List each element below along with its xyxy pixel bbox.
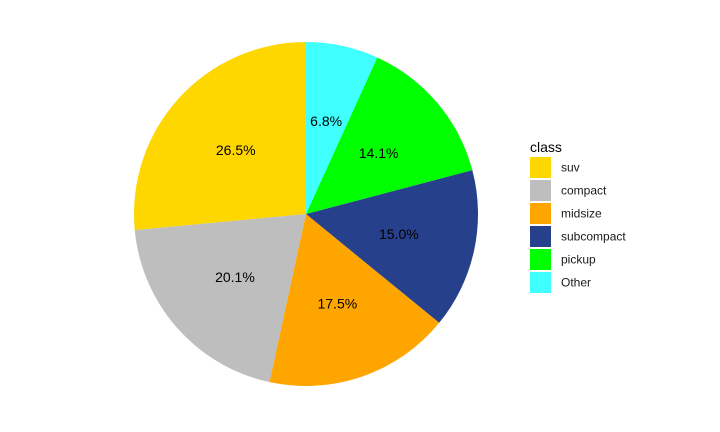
pie-slice-midsize (269, 214, 440, 386)
legend-key-subcompact (530, 226, 551, 247)
legend-items: suv compact midsize subcompact pickup Other (530, 157, 626, 293)
legend-key-compact (530, 180, 551, 201)
pie-slice-suv (134, 42, 306, 231)
legend-title: class (530, 139, 562, 155)
legend-key-other (530, 272, 551, 293)
pie-slice-pickup (306, 57, 473, 214)
pie-slice-labels: 26.5% 20.1% 17.5% 15.0% 14.1% 6.8% (215, 113, 419, 312)
pie-slice-other (306, 42, 378, 214)
legend-label-pickup: pickup (561, 253, 596, 267)
legend-key-suv (530, 157, 551, 178)
legend-key-pickup (530, 249, 551, 270)
pie-slice-compact (134, 214, 306, 383)
legend-label-suv: suv (561, 161, 580, 175)
slice-label-suv: 26.5% (216, 142, 256, 158)
pie-slices (134, 42, 478, 386)
legend-label-midsize: midsize (561, 207, 602, 221)
slice-label-other: 6.8% (310, 113, 342, 129)
legend-label-subcompact: subcompact (561, 230, 626, 244)
slice-label-compact: 20.1% (215, 269, 255, 285)
pie-slice-subcompact (306, 170, 478, 323)
legend-label-other: Other (561, 276, 591, 290)
legend-key-midsize (530, 203, 551, 224)
slice-label-pickup: 14.1% (359, 145, 399, 161)
legend-label-compact: compact (561, 184, 607, 198)
legend: class suv compact midsize subcompact pickup O… (530, 139, 626, 293)
slice-label-subcompact: 15.0% (379, 226, 419, 242)
slice-label-midsize: 17.5% (317, 296, 357, 312)
